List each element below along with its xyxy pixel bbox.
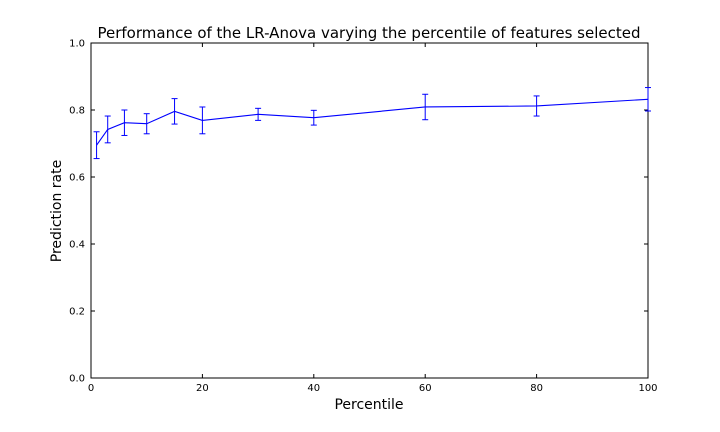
y-tick-label: 0.8	[69, 106, 85, 117]
x-axis-label: Percentile	[334, 397, 403, 413]
x-axis-ticks: 0 20 40 60 80 100	[88, 43, 658, 394]
y-tick-label: 0.6	[69, 173, 85, 184]
series-line	[96, 98, 649, 146]
y-axis-ticks: 0.0 0.2 0.4 0.6 0.8 1.0	[69, 39, 648, 385]
chart-title: Performance of the LR-Anova varying the …	[98, 24, 641, 42]
y-tick-label: 0.0	[69, 374, 85, 385]
y-tick-label: 0.2	[69, 307, 85, 318]
x-tick-label: 80	[530, 383, 543, 394]
x-tick-label: 0	[88, 383, 94, 394]
y-axis-label: Prediction rate	[49, 160, 65, 262]
x-tick-label: 20	[196, 383, 209, 394]
plot-frame	[90, 42, 649, 379]
x-tick-label: 40	[307, 383, 320, 394]
x-tick-label: 60	[419, 383, 432, 394]
x-tick-label: 100	[638, 383, 657, 394]
plot-area	[90, 42, 649, 379]
y-tick-label: 0.4	[69, 240, 85, 251]
y-tick-label: 1.0	[69, 39, 85, 50]
series-layer	[93, 87, 651, 160]
